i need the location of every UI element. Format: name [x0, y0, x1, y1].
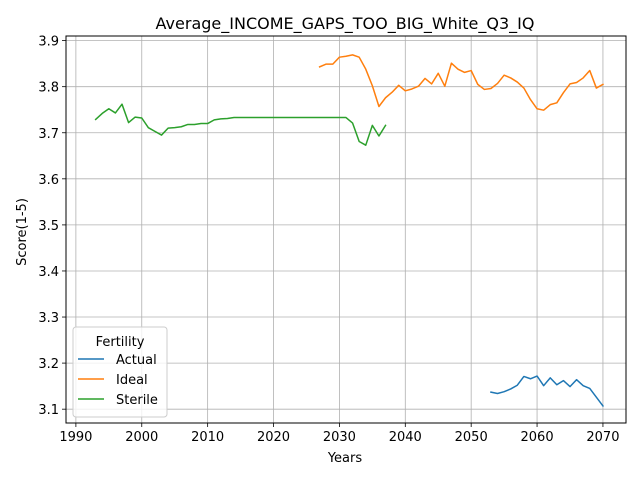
legend-label-sterile: Sterile: [116, 393, 158, 408]
y-tick-label: 3.4: [38, 265, 59, 280]
y-tick-label: 3.2: [38, 357, 59, 372]
legend-items: Actual Ideal Sterile: [78, 353, 158, 408]
y-tick-label: 3.6: [38, 173, 59, 188]
series-line-sterile: [94, 103, 387, 146]
legend-label-actual: Actual: [116, 353, 157, 368]
series-line-ideal: [318, 54, 604, 111]
x-axis-label: Years: [327, 451, 363, 466]
plot-frame: [65, 35, 627, 424]
x-tick-label: 2060: [521, 430, 554, 445]
series-line-actual: [490, 375, 604, 408]
x-tick-label: 2040: [389, 430, 422, 445]
y-tick-label: 3.3: [38, 311, 59, 326]
x-tick-label: 2030: [323, 430, 356, 445]
legend-label-ideal: Ideal: [116, 373, 148, 388]
y-tick-label: 3.1: [38, 403, 59, 418]
axis-ticks: 1990 2000 2010 2020 2030 2040 2050 2060 2070 3.1 3…: [38, 35, 619, 445]
legend: Fertility Actual Ideal Sterile: [72, 326, 168, 418]
y-tick-label: 3.5: [38, 219, 59, 234]
grid-lines: [66, 36, 626, 423]
x-tick-label: 2010: [191, 430, 224, 445]
x-tick-label: 1990: [59, 430, 92, 445]
x-tick-label: 2050: [455, 430, 488, 445]
legend-box: [72, 326, 168, 418]
legend-title: Fertility: [96, 335, 145, 350]
y-tick-label: 3.7: [38, 127, 59, 142]
x-tick-label: 2020: [257, 430, 290, 445]
x-tick-label: 2070: [586, 430, 619, 445]
y-tick-label: 3.8: [38, 81, 59, 96]
chart-title: Average_INCOME_GAPS_TOO_BIG_White_Q3_IQ: [156, 14, 535, 34]
x-tick-label: 2000: [125, 430, 158, 445]
series-lines: [94, 54, 604, 408]
y-tick-label: 3.9: [38, 35, 59, 50]
y-axis-label: Score(1-5): [15, 198, 30, 266]
